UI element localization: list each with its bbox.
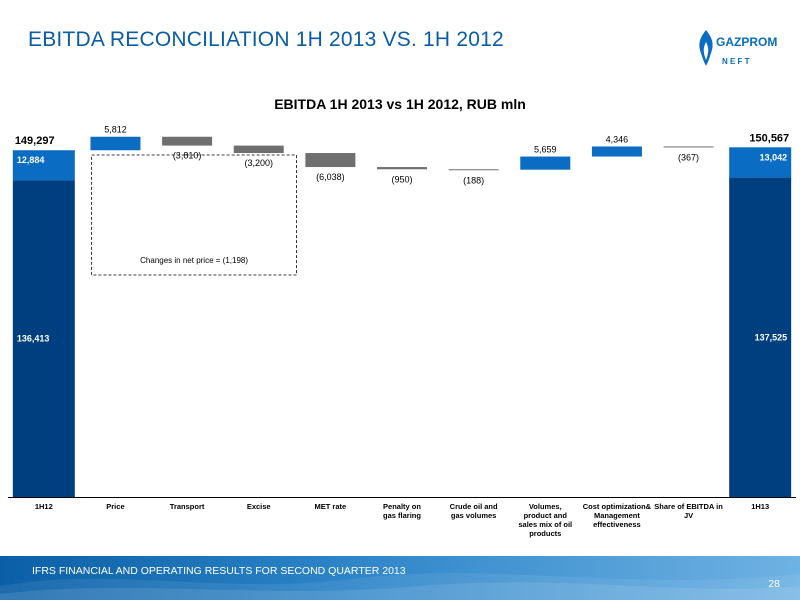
change-value-label: (3,200) (244, 158, 273, 168)
change-value-label: (950) (391, 174, 412, 184)
segment-value-label: 12,884 (17, 155, 45, 165)
decrease-bar (305, 153, 356, 168)
segment-value-label: 136,413 (17, 334, 50, 344)
increase-bar (90, 136, 141, 151)
x-tick-label: Volumes, product and sales mix of oil produ… (518, 502, 572, 538)
x-tick-label-line: gas flaring (383, 511, 421, 520)
x-tick-label-line: 1H13 (751, 502, 769, 511)
total-bar-segment (12, 180, 75, 497)
change-value-label: 5,812 (104, 125, 127, 135)
decrease-bar (162, 136, 213, 146)
x-tick-label-line: MET rate (315, 502, 347, 511)
x-tick-label: Crude oil and gas volumes (450, 502, 498, 520)
x-tick-label-line: Management (594, 511, 640, 520)
footer-band: IFRS FINANCIAL AND OPERATING RESULTS FOR… (0, 556, 800, 600)
gazprom-neft-logo: GAZPROM N E F T (699, 30, 777, 66)
x-tick-label-line: 1H12 (35, 502, 53, 511)
segment-value-label: 13,042 (760, 152, 788, 162)
x-tick-label-line: products (529, 529, 561, 538)
total-value-label: 150,567 (749, 132, 789, 144)
increase-bar (591, 146, 642, 157)
x-tick-label-line: Share of EBITDA in (654, 502, 723, 511)
segment-value-label: 137,525 (755, 332, 788, 342)
x-tick-label-line: Crude oil and (450, 502, 498, 511)
x-tick-label: Price (106, 502, 124, 511)
waterfall-chart: 1H12 Price Transport Excise MET rate Penalty … (8, 125, 796, 538)
decrease-bar (377, 167, 427, 170)
x-tick-label: Excise (247, 502, 271, 511)
page-number: 28 (768, 578, 780, 590)
total-bar-segment (729, 147, 792, 178)
change-value-label: (188) (463, 175, 484, 185)
change-value-label: (3,810) (173, 151, 202, 161)
decrease-bar (233, 145, 284, 154)
x-tick-label-line: Transport (170, 502, 205, 511)
x-tick-label-line: sales mix of oil (518, 520, 572, 529)
increase-bar (520, 156, 571, 170)
change-value-label: 4,346 (606, 134, 629, 144)
total-bar-segment (729, 177, 792, 497)
footer-wave-decoration (0, 573, 800, 600)
x-tick-label: Transport (170, 502, 205, 511)
annotation-text: Changes in net price = (1,198) (140, 256, 248, 265)
x-tick-label-line: effectiveness (593, 520, 641, 529)
x-tick-label-line: Volumes, (529, 502, 562, 511)
x-tick-label: Cost optimization& Management effectivenes… (583, 502, 652, 529)
change-value-label: (367) (678, 152, 699, 162)
x-tick-label-line: Penalty on (383, 502, 421, 511)
slide-title: EBITDA RECONCILIATION 1H 2013 VS. 1H 201… (28, 28, 504, 51)
x-tick-label-line: Excise (247, 502, 271, 511)
chart-title: EBITDA 1H 2013 vs 1H 2012, RUB mln (274, 96, 526, 112)
total-bar-segment (12, 150, 75, 181)
decrease-bar (448, 169, 499, 171)
x-tick-label: 1H13 (751, 502, 769, 511)
decrease-bar (663, 146, 714, 148)
x-tick-label: MET rate (315, 502, 347, 511)
total-value-label: 149,297 (15, 135, 55, 147)
x-tick-label-line: Price (106, 502, 124, 511)
x-tick-label-line: JV (684, 511, 693, 520)
x-tick-label-line: product and (524, 511, 568, 520)
x-tick-label: Penalty on gas flaring (383, 502, 421, 520)
change-value-label: (6,038) (316, 172, 345, 182)
logo-subtext: N E F T (722, 57, 750, 66)
x-tick-label: Share of EBITDA in JV (654, 502, 723, 520)
logo-text: GAZPROM (716, 35, 777, 49)
x-tick-label-line: Cost optimization& (583, 502, 652, 511)
net-price-annotation-box (91, 154, 297, 276)
x-tick-label: 1H12 (35, 502, 53, 511)
footer-text: IFRS FINANCIAL AND OPERATING RESULTS FOR… (32, 565, 406, 577)
x-tick-label-line: gas volumes (451, 511, 496, 520)
change-value-label: 5,659 (534, 145, 557, 155)
